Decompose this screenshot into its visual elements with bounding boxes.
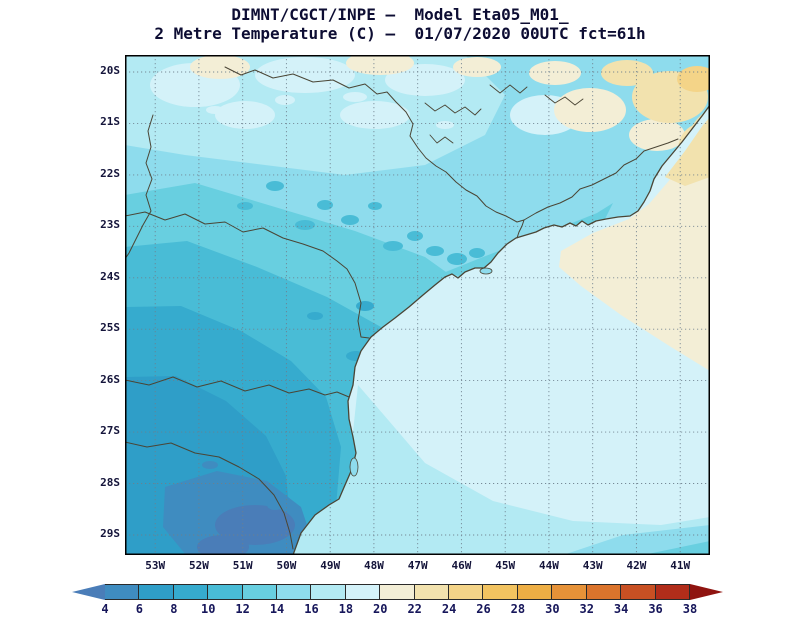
river-reservoir-1 <box>424 102 482 116</box>
colorbar-segment <box>242 584 278 600</box>
colorbar-level-38: 38 <box>682 602 698 616</box>
colorbar-level-12: 12 <box>235 602 250 616</box>
lon-tick-49W: 49W <box>320 559 341 572</box>
geographic-boundaries <box>125 66 710 555</box>
state-border-sp-mg-rj <box>224 66 525 239</box>
colorbar-segment <box>517 584 553 600</box>
temperature-colorbar <box>72 584 723 600</box>
chart-title-line1: DIMNT/CGCT/INPE — Model Eta05_M01_ <box>231 5 569 24</box>
lon-tick-50W: 50W <box>276 559 297 572</box>
colorbar-segment <box>105 584 140 600</box>
state-border-sp-pr <box>125 211 370 339</box>
plot-frame <box>125 55 710 555</box>
colorbar-level-20: 20 <box>373 602 388 616</box>
colorbar-segment <box>380 584 415 600</box>
colorbar-level-36: 36 <box>648 602 663 616</box>
colorbar-segment <box>414 584 450 600</box>
colorbar-arrow-high <box>689 584 723 600</box>
lon-tick-42W: 42W <box>626 559 647 572</box>
lon-tick-53W: 53W <box>145 559 166 572</box>
colorbar-level-18: 18 <box>338 602 354 616</box>
colorbar-segment <box>173 584 209 600</box>
lon-tick-43W: 43W <box>582 559 603 572</box>
lat-tick-24S: 24S <box>100 269 120 283</box>
colorbar-level-34: 34 <box>613 602 629 616</box>
island-ilhabela <box>479 267 493 275</box>
colorbar-segment <box>208 584 243 600</box>
colorbar-segment <box>449 584 484 600</box>
colorbar-level-32: 32 <box>579 602 594 616</box>
lat-tick-28S: 28S <box>100 475 120 489</box>
colorbar-segment <box>277 584 312 600</box>
coastline <box>292 104 710 555</box>
river-reservoir-2 <box>489 84 528 94</box>
lon-tick-51W: 51W <box>232 559 253 572</box>
lat-tick-27S: 27S <box>100 424 120 438</box>
temperature-speckles <box>202 92 485 510</box>
colorbar-level-24: 24 <box>441 602 457 616</box>
island-florianopolis <box>349 457 359 477</box>
lon-tick-48W: 48W <box>364 559 384 572</box>
river-reservoir-3 <box>429 134 454 144</box>
colorbar-level-28: 28 <box>510 602 526 616</box>
colorbar-level-10: 10 <box>200 602 216 616</box>
lon-tick-47W: 47W <box>407 559 428 572</box>
state-border-sc-rs <box>125 441 294 550</box>
lat-tick-29S: 29S <box>100 526 120 540</box>
lon-tick-41W: 41W <box>670 559 691 572</box>
lon-tick-52W: 52W <box>189 559 209 572</box>
state-border-mg-rj <box>523 138 679 221</box>
colorbar-level-14: 14 <box>269 602 285 616</box>
colorbar-segment <box>483 584 518 600</box>
lat-tick-26S: 26S <box>100 372 120 386</box>
lon-tick-44W: 44W <box>539 559 559 572</box>
colorbar-level-16: 16 <box>304 602 319 616</box>
parana-river <box>125 114 154 260</box>
colorbar-level-30: 30 <box>545 602 560 616</box>
lat-tick-20S: 20S <box>100 64 120 77</box>
colorbar-arrow-low <box>72 584 105 600</box>
colorbar-segment <box>139 584 174 600</box>
lat-tick-23S: 23S <box>100 218 120 232</box>
lat-tick-25S: 25S <box>100 321 120 335</box>
colorbar-segment <box>345 584 381 600</box>
chart-title-line2: 2 Metre Temperature (C) — 01/07/2020 00U… <box>154 24 646 43</box>
colorbar-segment <box>552 584 587 600</box>
temperature-map <box>125 55 710 555</box>
lat-tick-22S: 22S <box>100 166 120 180</box>
colorbar-segment <box>586 584 622 600</box>
lon-tick-46W: 46W <box>451 559 472 572</box>
colorbar-segment <box>621 584 656 600</box>
colorbar-segment <box>655 584 690 600</box>
colorbar-level-6: 6 <box>135 602 144 616</box>
lat-tick-21S: 21S <box>100 115 120 129</box>
colorbar-level-8: 8 <box>170 602 178 616</box>
lat-lon-grid <box>125 55 710 555</box>
colorbar-segment <box>311 584 346 600</box>
colorbar-level-22: 22 <box>407 602 422 616</box>
lon-tick-45W: 45W <box>495 559 516 572</box>
colorbar-level-26: 26 <box>476 602 491 616</box>
river-reservoir-4 <box>544 94 584 106</box>
state-border-pr-sc <box>125 376 350 398</box>
colorbar-level-4: 4 <box>101 602 109 616</box>
